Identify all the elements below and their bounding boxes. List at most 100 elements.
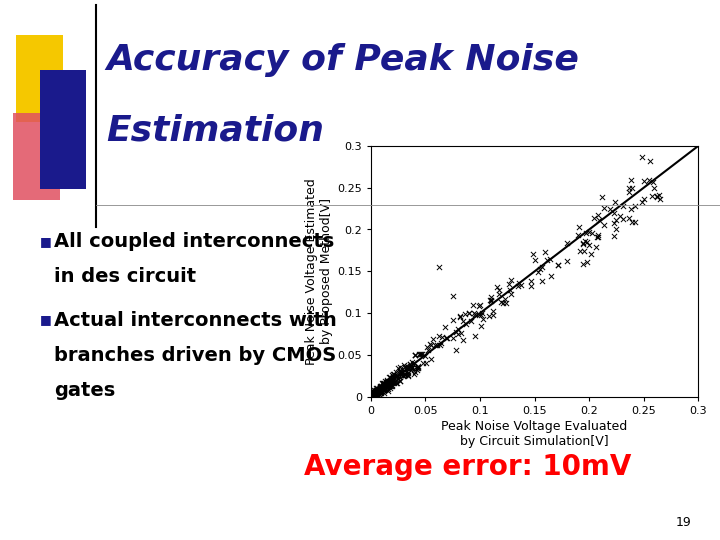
Point [366, 392, 377, 401]
Point [381, 376, 392, 385]
Point [391, 370, 402, 379]
Point [382, 379, 393, 388]
Point [382, 383, 394, 391]
Point [375, 387, 387, 395]
Point [369, 387, 381, 395]
Point [372, 388, 384, 396]
Point [473, 302, 485, 310]
Point [371, 388, 382, 396]
Point [390, 376, 402, 385]
Point [366, 393, 377, 401]
Point [370, 388, 382, 396]
Point [608, 232, 620, 240]
Point [375, 386, 387, 394]
Point [643, 176, 654, 184]
Point [452, 329, 464, 338]
Point [375, 382, 387, 390]
Point [475, 310, 487, 319]
Point [614, 212, 626, 220]
Point [366, 390, 378, 399]
Point [652, 193, 663, 201]
Point [374, 389, 386, 397]
Point [402, 372, 413, 381]
Point [375, 382, 387, 391]
Point [629, 202, 641, 211]
Point [374, 384, 385, 393]
Point [384, 376, 395, 385]
Point [370, 390, 382, 399]
Point [374, 386, 386, 395]
Point [370, 391, 382, 400]
Point [371, 386, 382, 395]
Point [395, 368, 406, 376]
Point [499, 294, 510, 303]
Point [369, 390, 380, 399]
Point [405, 360, 416, 369]
Text: in des circuit: in des circuit [54, 267, 196, 286]
Point [598, 204, 610, 212]
Point [366, 392, 378, 401]
Point [366, 393, 378, 401]
Point [365, 392, 377, 401]
Point [383, 381, 395, 389]
Point [577, 260, 589, 269]
Point [387, 369, 398, 378]
Point [386, 377, 397, 386]
Point [411, 366, 423, 375]
Point [405, 360, 416, 368]
Point [369, 390, 381, 399]
Point [374, 387, 386, 395]
Point [422, 345, 433, 354]
Point [402, 368, 414, 377]
Point [369, 389, 380, 398]
Point [368, 392, 379, 401]
Point [395, 368, 407, 377]
Point [369, 389, 380, 398]
Point [369, 388, 380, 397]
Point [377, 382, 389, 391]
Point [369, 389, 381, 398]
Point [385, 376, 397, 385]
Point [390, 373, 402, 381]
Point [381, 383, 392, 391]
Point [372, 387, 383, 396]
Point [384, 378, 396, 387]
Point [378, 379, 390, 388]
Point [378, 389, 390, 397]
Point [401, 363, 413, 372]
Point [372, 388, 384, 396]
Point [458, 335, 469, 344]
Point [367, 392, 379, 401]
Point [381, 381, 392, 390]
Point [366, 392, 377, 400]
Point [420, 359, 432, 367]
Point [396, 369, 408, 377]
Point [369, 392, 381, 400]
Point [366, 391, 377, 400]
Point [400, 370, 411, 379]
Point [376, 383, 387, 391]
Point [617, 201, 629, 210]
Point [371, 388, 382, 397]
Point [366, 390, 378, 399]
Point [387, 375, 398, 383]
Point [414, 349, 426, 358]
Point [579, 237, 590, 246]
Point [389, 378, 400, 387]
Point [367, 390, 379, 399]
Point [377, 380, 388, 388]
Point [365, 393, 377, 401]
Point [381, 376, 392, 385]
Point [591, 233, 603, 241]
Point [366, 393, 378, 401]
Point [376, 383, 387, 391]
Text: 19: 19 [675, 516, 691, 529]
Point [552, 260, 564, 269]
Point [407, 358, 418, 367]
Point [370, 388, 382, 397]
Point [644, 156, 655, 165]
Point [562, 239, 573, 248]
Point [370, 390, 382, 399]
Point [366, 392, 378, 400]
Point [379, 380, 391, 389]
